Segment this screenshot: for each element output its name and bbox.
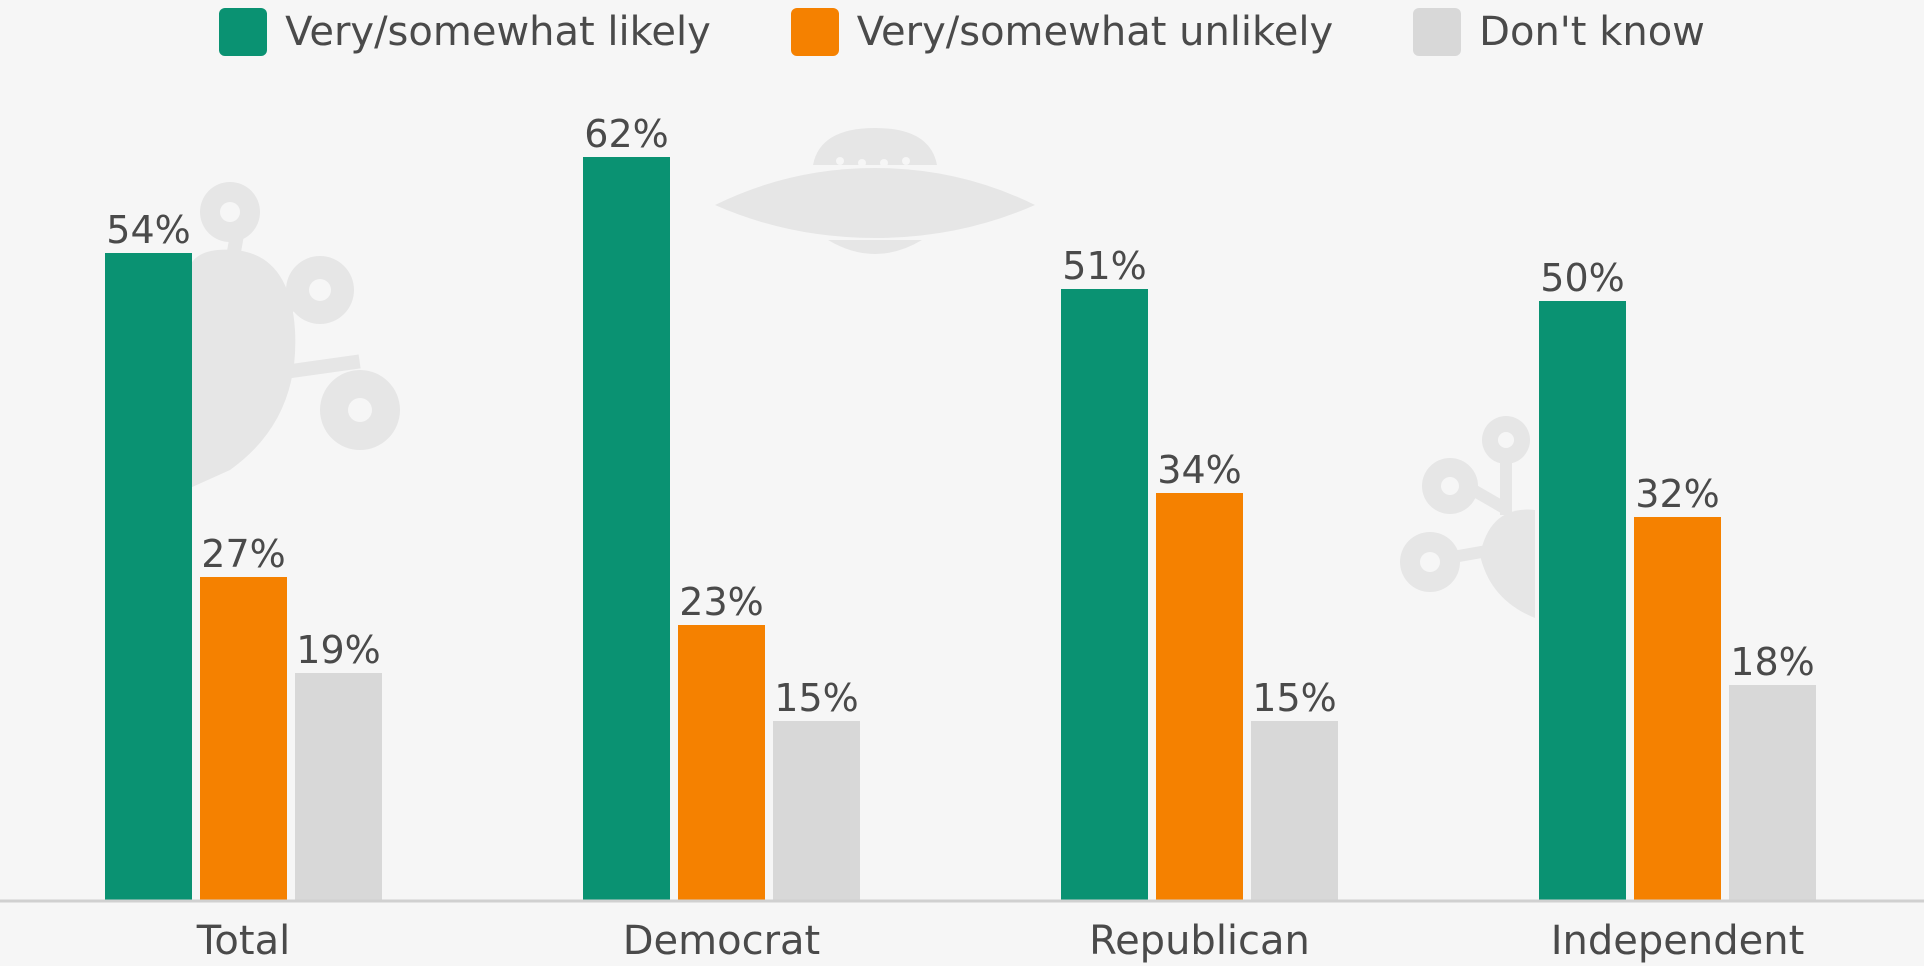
data-label-independent-dont-know: 18% — [1730, 640, 1814, 684]
data-label-republican-dont-know: 15% — [1252, 676, 1336, 720]
data-label-total-unlikely: 27% — [201, 532, 285, 576]
data-label-total-likely: 54% — [106, 208, 190, 252]
data-label-democrat-likely: 62% — [584, 112, 668, 156]
category-labels-group: Total Democrat Republican Independent — [196, 918, 1804, 964]
bar-democrat-unlikely — [678, 625, 765, 901]
category-label-democrat: Democrat — [623, 918, 820, 964]
bar-republican-dont-know — [1251, 721, 1338, 901]
ufo-icon — [715, 128, 1035, 254]
bar-independent-dont-know — [1729, 685, 1816, 901]
bar-republican-likely — [1061, 289, 1148, 901]
data-label-democrat-dont-know: 15% — [774, 676, 858, 720]
data-label-democrat-unlikely: 23% — [679, 580, 763, 624]
legend: Very/somewhat likely Very/somewhat unlik… — [0, 8, 1924, 56]
category-label-republican: Republican — [1089, 918, 1310, 964]
data-label-republican-likely: 51% — [1062, 244, 1146, 288]
bar-democrat-likely — [583, 157, 670, 901]
data-label-independent-likely: 50% — [1540, 256, 1624, 300]
bar-total-dont-know — [295, 673, 382, 901]
category-label-total: Total — [196, 918, 290, 964]
legend-swatch-unlikely — [790, 8, 839, 56]
legend-swatch-likely — [219, 8, 268, 56]
category-label-independent: Independent — [1551, 918, 1805, 964]
legend-item-dont-know: Don't know — [1413, 8, 1705, 56]
data-label-independent-unlikely: 32% — [1635, 472, 1719, 516]
bar-independent-likely — [1539, 301, 1626, 901]
legend-label-likely: Very/somewhat likely — [285, 9, 711, 55]
legend-swatch-dont-know — [1413, 8, 1462, 56]
bar-total-unlikely — [200, 577, 287, 901]
legend-label-dont-know: Don't know — [1479, 9, 1705, 55]
bar-total-likely — [105, 253, 192, 901]
bar-republican-unlikely — [1156, 493, 1243, 901]
alien-icon — [187, 182, 400, 488]
alien-icon — [1400, 416, 1535, 618]
bars-group: 54% 27% 19% 62% 23% 15% 51% 34% 15% 50% 32% 18% — [105, 112, 1816, 901]
data-label-total-dont-know: 19% — [296, 628, 380, 672]
bar-democrat-dont-know — [773, 721, 860, 901]
data-label-republican-unlikely: 34% — [1157, 448, 1241, 492]
bar-independent-unlikely — [1634, 517, 1721, 901]
legend-item-likely: Very/somewhat likely — [219, 8, 711, 56]
legend-label-unlikely: Very/somewhat unlikely — [856, 9, 1334, 55]
legend-item-unlikely: Very/somewhat unlikely — [790, 8, 1334, 56]
